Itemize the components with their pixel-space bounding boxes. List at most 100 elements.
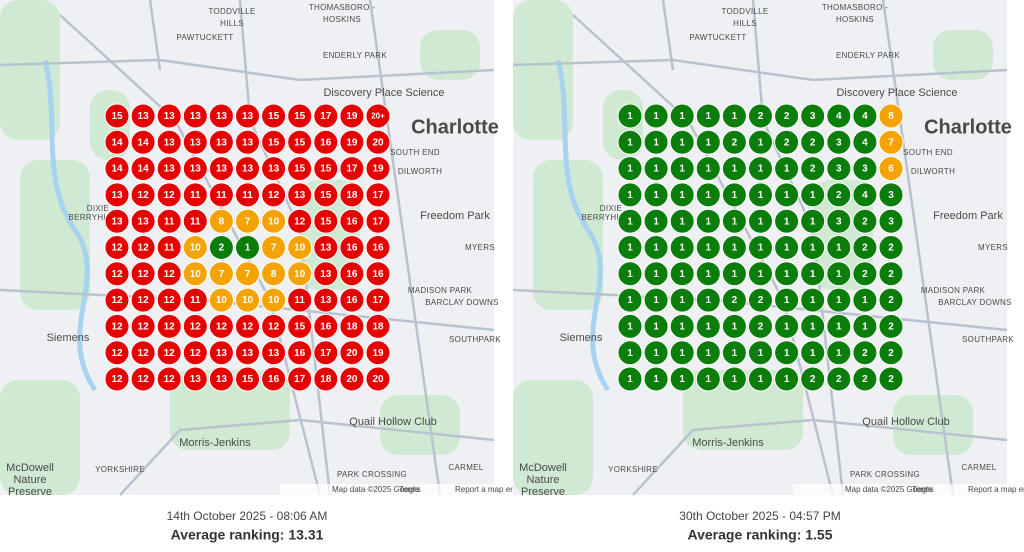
rank-marker	[182, 208, 208, 234]
map-label: McDowell	[6, 462, 54, 474]
rank-marker	[800, 261, 826, 287]
rank-marker	[235, 129, 260, 155]
rank-marker	[365, 313, 391, 339]
rank-marker	[878, 208, 904, 234]
map-label: SOUTHPARK	[449, 335, 501, 344]
rank-marker	[365, 235, 391, 260]
rank-marker	[800, 340, 826, 366]
rank-value: 1	[706, 348, 712, 359]
rank-marker	[182, 366, 208, 392]
map-label: THOMASBORO -	[822, 3, 888, 12]
rank-marker	[261, 208, 287, 234]
rank-value: 1	[679, 137, 685, 148]
rank-value: 2	[862, 374, 868, 385]
rank-marker	[774, 261, 800, 287]
rank-value: 13	[242, 111, 254, 122]
rank-value: 13	[268, 348, 280, 359]
rank-marker	[313, 208, 339, 234]
rank-value: 3	[836, 137, 842, 148]
rank-marker	[287, 261, 313, 287]
rank-marker	[208, 313, 234, 339]
rank-marker	[852, 182, 878, 208]
map-footer-link[interactable]: Report a map error	[968, 485, 1024, 494]
rank-value: 1	[653, 374, 659, 385]
rank-marker	[617, 340, 643, 366]
rank-marker	[721, 366, 747, 392]
average-ranking: Average ranking: 1.55	[688, 527, 833, 543]
rank-value: 13	[242, 164, 254, 175]
rank-marker	[339, 103, 365, 129]
rank-value: 3	[888, 190, 894, 201]
rank-value: 1	[653, 190, 659, 201]
rank-value: 3	[810, 111, 816, 122]
map-label: MADISON PARK	[408, 286, 473, 295]
rank-value: 4	[862, 111, 868, 122]
rank-marker	[748, 313, 773, 339]
rank-marker	[721, 235, 747, 260]
rank-value: 1	[679, 243, 685, 254]
rank-value: 20	[346, 374, 358, 385]
rank-marker	[774, 208, 800, 234]
rank-marker	[721, 103, 747, 129]
map-footer-link[interactable]: Terms	[912, 485, 934, 494]
rank-value: 1	[758, 137, 764, 148]
rank-value: 18	[372, 322, 384, 333]
rank-value: 7	[888, 137, 894, 148]
rank-value: 1	[810, 269, 816, 280]
map-label: CARMEL	[961, 463, 996, 472]
rank-marker	[313, 366, 339, 392]
rank-value: 19	[372, 348, 384, 359]
rank-value: 13	[111, 190, 123, 201]
rank-marker	[643, 208, 669, 234]
rank-marker	[261, 235, 287, 260]
rank-marker	[852, 103, 878, 129]
rank-value: 15	[294, 137, 306, 148]
rank-value: 3	[862, 164, 868, 175]
rank-marker	[104, 261, 130, 287]
rank-marker	[617, 156, 643, 182]
map-panel: TODDVILLE HILLS THOMASBORO - HOSKINS PAWTUCK…	[512, 0, 1024, 543]
rank-value: 1	[653, 269, 659, 280]
rank-value: 1	[784, 269, 790, 280]
rank-value: 1	[627, 216, 633, 227]
rank-value: 1	[758, 348, 764, 359]
rank-value: 1	[653, 348, 659, 359]
rank-value: 20	[372, 374, 384, 385]
map-label: MYERS	[978, 243, 1008, 252]
rank-marker	[287, 208, 313, 234]
rank-marker	[130, 340, 156, 366]
rank-marker	[800, 129, 826, 155]
rank-value: 2	[732, 295, 738, 306]
park-area	[513, 0, 573, 140]
rank-marker	[182, 156, 208, 182]
rank-marker	[617, 103, 643, 129]
rank-value: 17	[372, 190, 384, 201]
rank-value: 1	[732, 164, 738, 175]
rank-marker	[104, 313, 130, 339]
rank-value: 18	[320, 374, 332, 385]
rank-value: 12	[164, 348, 176, 359]
rank-marker	[156, 156, 182, 182]
rank-marker	[800, 156, 826, 182]
rank-marker	[339, 235, 365, 260]
rank-value: 11	[216, 190, 227, 201]
rank-marker	[104, 129, 130, 155]
rank-value: 12	[111, 269, 123, 280]
rank-value: 1	[732, 322, 738, 333]
rank-marker	[182, 287, 208, 313]
rank-value: 12	[138, 348, 150, 359]
map-footer-link[interactable]: Terms	[399, 485, 421, 494]
map-footer-link[interactable]: Report a map error	[455, 485, 523, 494]
rank-value: 1	[784, 164, 790, 175]
rank-marker	[617, 235, 643, 260]
rank-marker	[826, 182, 852, 208]
rank-value: 15	[294, 322, 306, 333]
map-footer	[793, 484, 1007, 495]
rank-value: 1	[836, 322, 842, 333]
rank-marker	[695, 208, 721, 234]
rank-value: 15	[294, 111, 306, 122]
map-label: DILWORTH	[911, 167, 955, 176]
rank-value: 12	[111, 348, 123, 359]
rank-marker	[182, 103, 208, 129]
rank-marker	[287, 103, 313, 129]
